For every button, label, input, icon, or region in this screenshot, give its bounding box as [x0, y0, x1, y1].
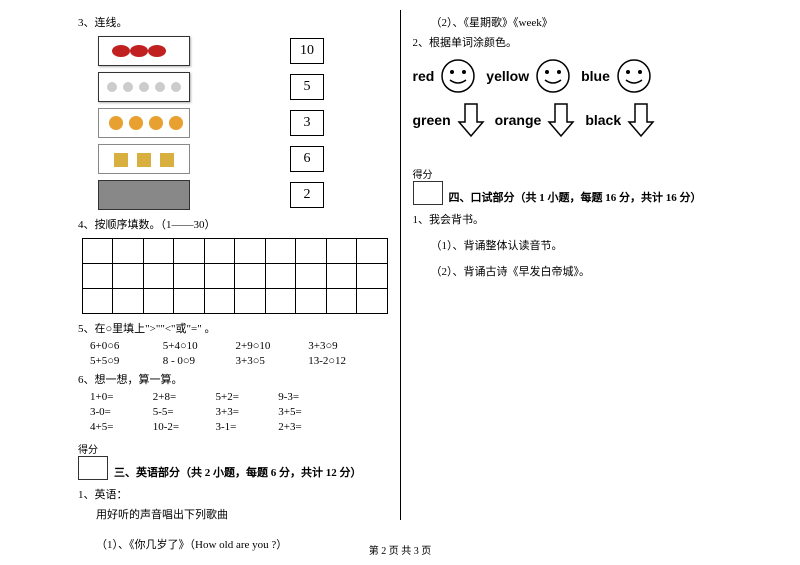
cat-icon	[109, 149, 179, 169]
color-word: orange	[495, 112, 542, 128]
calc-cell: 2+8=	[153, 391, 213, 403]
red-ovals-icon	[109, 42, 179, 60]
teddy-icon	[104, 113, 184, 133]
section3-header: 得分 三、英语部分（共 2 小题，每题 6 分，共计 12 分）	[78, 441, 388, 480]
color-item: green	[413, 102, 485, 138]
calc-row: 3-0= 5-5= 3+3= 3+5=	[90, 406, 388, 418]
calc-cell: 3+3=	[216, 406, 276, 418]
color-item: yellow	[486, 58, 571, 94]
right-column: （2）、《星期歌》《week》 2、根据单词涂颜色。 red yellow bl…	[405, 10, 731, 520]
compare-cell: 5+5○9	[90, 355, 160, 367]
calc-cell: 2+3=	[278, 421, 338, 433]
column-divider	[400, 10, 401, 520]
q2-color-label: 2、根据单词涂颜色。	[413, 34, 723, 50]
down-arrow-icon	[627, 102, 655, 138]
english-q1: 1、英语：	[78, 486, 388, 502]
match-row: 5	[78, 72, 388, 102]
match-row: 3	[78, 108, 388, 138]
match-number: 3	[290, 110, 324, 136]
calc-cell: 5-5=	[153, 406, 213, 418]
compare-cell: 3+3○5	[236, 355, 306, 367]
calc-cell: 1+0=	[90, 391, 150, 403]
score-label: 得分	[78, 441, 106, 456]
smiley-icon	[616, 58, 652, 94]
color-word: green	[413, 112, 451, 128]
match-row: 6	[78, 144, 388, 174]
down-arrow-icon	[547, 102, 575, 138]
calc-cell: 3+5=	[278, 406, 338, 418]
color-row-top: red yellow blue	[413, 58, 723, 94]
calc-row: 4+5= 10-2= 3-1= 2+3=	[90, 421, 388, 433]
q3-label: 3、连线。	[78, 14, 388, 30]
section4-title: 四、口试部分（共 1 小题，每题 16 分，共计 16 分）	[449, 189, 702, 205]
match-number: 10	[290, 38, 324, 64]
compare-cell: 6+0○6	[90, 340, 160, 352]
match-image	[98, 144, 190, 174]
oral-item2: （2）、背诵古诗《早发白帝城》。	[431, 263, 723, 279]
english-q1-sub: 用好听的声音唱出下列歌曲	[96, 506, 388, 522]
color-row-bottom: green orange black	[413, 102, 723, 138]
score-label: 得分	[413, 166, 441, 181]
calc-cell: 10-2=	[153, 421, 213, 433]
compare-row: 6+0○6 5+4○10 2+9○10 3+3○9	[90, 340, 388, 352]
calc-cell: 4+5=	[90, 421, 150, 433]
calc-cell: 9-3=	[278, 391, 338, 403]
match-image	[98, 36, 190, 66]
oral-q1: 1、我会背书。	[413, 211, 723, 227]
compare-cell: 3+3○9	[308, 340, 378, 352]
down-arrow-icon	[457, 102, 485, 138]
color-item: orange	[495, 102, 576, 138]
bees-icon	[104, 78, 184, 96]
match-number: 6	[290, 146, 324, 172]
color-word: blue	[581, 68, 610, 84]
score-box	[413, 181, 443, 205]
q6-label: 6、想一想，算一算。	[78, 371, 388, 387]
section4-header: 得分 四、口试部分（共 1 小题，每题 16 分，共计 16 分）	[413, 166, 723, 205]
english-item2: （2）、《星期歌》《week》	[431, 14, 723, 30]
calc-cell: 3-0=	[90, 406, 150, 418]
calc-row: 1+0= 2+8= 5+2= 9-3=	[90, 391, 388, 403]
match-row: 2	[78, 180, 388, 210]
match-row: 10	[78, 36, 388, 66]
calc-cell: 5+2=	[216, 391, 276, 403]
number-grid	[82, 238, 388, 314]
color-item: red	[413, 58, 477, 94]
matching-exercise: 10 5 3 6	[78, 36, 388, 210]
color-item: blue	[581, 58, 652, 94]
section3-title: 三、英语部分（共 2 小题，每题 6 分，共计 12 分）	[114, 464, 362, 480]
q4-label: 4、按顺序填数。（1——30）	[78, 216, 388, 232]
smiley-icon	[440, 58, 476, 94]
match-image	[98, 72, 190, 102]
page-footer: 第 2 页 共 3 页	[0, 542, 800, 557]
score-box	[78, 456, 108, 480]
oral-item1: （1）、背诵整体认读音节。	[431, 237, 723, 253]
compare-cell: 13-2○12	[308, 355, 378, 367]
match-number: 5	[290, 74, 324, 100]
color-item: black	[585, 102, 655, 138]
compare-cell: 5+4○10	[163, 340, 233, 352]
color-word: black	[585, 112, 621, 128]
compare-cell: 8 - 0○9	[163, 355, 233, 367]
left-column: 3、连线。 10 5 3	[70, 10, 396, 520]
color-word: yellow	[486, 68, 529, 84]
match-image	[98, 108, 190, 138]
match-image	[98, 180, 190, 210]
compare-row: 5+5○9 8 - 0○9 3+3○5 13-2○12	[90, 355, 388, 367]
smiley-icon	[535, 58, 571, 94]
color-word: red	[413, 68, 435, 84]
match-number: 2	[290, 182, 324, 208]
calc-cell: 3-1=	[216, 421, 276, 433]
compare-cell: 2+9○10	[236, 340, 306, 352]
q5-label: 5、在○里填上">""<"或"=" 。	[78, 320, 388, 336]
